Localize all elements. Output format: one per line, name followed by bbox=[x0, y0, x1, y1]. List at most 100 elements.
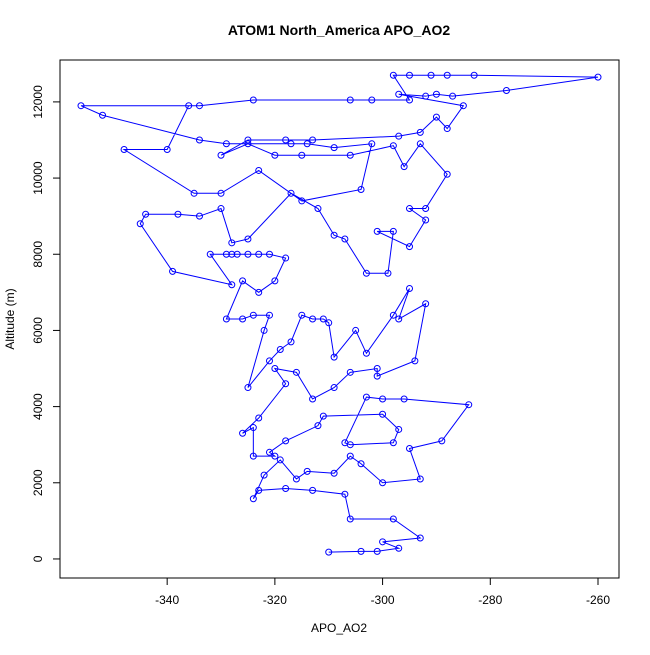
data-point bbox=[282, 136, 290, 144]
data-point bbox=[416, 128, 424, 136]
data-point bbox=[502, 86, 510, 94]
data-point bbox=[432, 113, 440, 121]
data-point bbox=[330, 384, 338, 392]
data-point bbox=[443, 71, 451, 79]
data-point bbox=[249, 452, 257, 460]
data-point bbox=[319, 412, 327, 420]
data-point bbox=[142, 210, 150, 218]
data-point bbox=[195, 136, 203, 144]
data-point bbox=[411, 357, 419, 365]
data-point bbox=[406, 96, 414, 104]
data-point bbox=[384, 269, 392, 277]
data-point bbox=[314, 205, 322, 213]
data-point bbox=[244, 140, 252, 148]
data-point bbox=[195, 212, 203, 220]
data-point bbox=[379, 538, 387, 546]
data-point bbox=[195, 102, 203, 110]
x-axis-label: APO_AO2 bbox=[311, 621, 367, 635]
data-point bbox=[309, 136, 317, 144]
data-point bbox=[244, 235, 252, 243]
data-point bbox=[249, 424, 257, 432]
data-point bbox=[449, 92, 457, 100]
y-tick-label: 8000 bbox=[31, 241, 45, 268]
data-point bbox=[298, 151, 306, 159]
data-point bbox=[239, 315, 247, 323]
data-point bbox=[169, 267, 177, 275]
data-point bbox=[249, 96, 257, 104]
data-point bbox=[319, 315, 327, 323]
x-tick-label: -340 bbox=[155, 593, 179, 607]
data-point bbox=[303, 140, 311, 148]
data-point bbox=[265, 357, 273, 365]
x-tick-label: -300 bbox=[371, 593, 395, 607]
data-point bbox=[389, 311, 397, 319]
data-point bbox=[406, 205, 414, 213]
data-point bbox=[287, 140, 295, 148]
data-point bbox=[341, 490, 349, 498]
data-point bbox=[120, 146, 128, 154]
data-point bbox=[190, 189, 198, 197]
data-point bbox=[244, 136, 252, 144]
data-point bbox=[276, 345, 284, 353]
data-point bbox=[271, 365, 279, 373]
data-point bbox=[282, 254, 290, 262]
y-tick-label: 2000 bbox=[31, 469, 45, 496]
data-point bbox=[389, 439, 397, 447]
data-point bbox=[362, 393, 370, 401]
y-tick-label: 10000 bbox=[31, 161, 45, 195]
data-point bbox=[406, 445, 414, 452]
y-tick-label: 4000 bbox=[31, 393, 45, 420]
data-point bbox=[330, 469, 338, 477]
data-point bbox=[395, 132, 403, 140]
data-point bbox=[416, 534, 424, 542]
data-point bbox=[249, 495, 257, 503]
data-point bbox=[395, 90, 403, 98]
data-point bbox=[222, 315, 230, 323]
data-point bbox=[395, 315, 403, 323]
data-point bbox=[206, 250, 214, 258]
data-point bbox=[309, 395, 317, 403]
data-point bbox=[136, 220, 144, 228]
data-point bbox=[373, 547, 381, 555]
data-point bbox=[222, 250, 230, 258]
data-point bbox=[330, 231, 338, 239]
data-point bbox=[406, 243, 414, 251]
data-point bbox=[163, 146, 171, 154]
data-point bbox=[422, 205, 430, 213]
plot-frame bbox=[59, 59, 620, 579]
data-point bbox=[346, 151, 354, 159]
data-point bbox=[265, 250, 273, 258]
data-point bbox=[341, 235, 349, 243]
data-point bbox=[379, 410, 387, 418]
data-point bbox=[368, 140, 376, 148]
data-point bbox=[228, 239, 236, 247]
data-point bbox=[244, 250, 252, 258]
data-point bbox=[233, 250, 241, 258]
data-point bbox=[303, 467, 311, 475]
data-point bbox=[282, 437, 290, 445]
data-point bbox=[222, 140, 230, 148]
data-point bbox=[373, 365, 381, 373]
data-point bbox=[346, 441, 354, 449]
data-point bbox=[395, 425, 403, 433]
data-point bbox=[406, 285, 414, 293]
data-point bbox=[346, 515, 354, 523]
data-point bbox=[325, 319, 333, 327]
data-point bbox=[239, 429, 247, 437]
data-point bbox=[260, 471, 268, 479]
data-point bbox=[389, 227, 397, 235]
data-point bbox=[287, 189, 295, 197]
data-point bbox=[282, 484, 290, 492]
data-point bbox=[470, 71, 478, 79]
y-axis-label: Altitude (m) bbox=[3, 288, 17, 349]
data-point bbox=[459, 102, 467, 110]
data-point bbox=[389, 515, 397, 523]
data-point bbox=[594, 73, 602, 81]
data-point bbox=[422, 300, 430, 308]
data-point bbox=[99, 111, 107, 119]
data-point bbox=[228, 250, 236, 258]
data-point bbox=[438, 437, 446, 445]
data-point bbox=[271, 277, 279, 285]
